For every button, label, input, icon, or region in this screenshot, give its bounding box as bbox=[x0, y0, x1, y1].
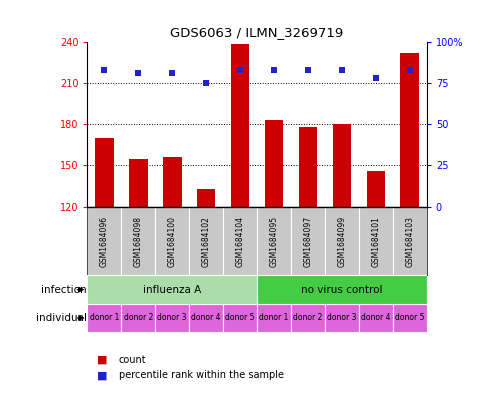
Text: GSM1684100: GSM1684100 bbox=[167, 216, 176, 266]
Bar bbox=[155, 207, 189, 275]
Bar bbox=[189, 304, 223, 332]
Bar bbox=[257, 207, 290, 275]
Bar bbox=[358, 304, 392, 332]
Bar bbox=[400, 53, 418, 207]
Bar bbox=[366, 171, 384, 207]
Bar bbox=[121, 207, 155, 275]
Bar bbox=[392, 304, 426, 332]
Bar bbox=[189, 207, 223, 275]
Text: GSM1684099: GSM1684099 bbox=[337, 215, 346, 267]
Bar bbox=[87, 304, 121, 332]
Point bbox=[134, 70, 142, 76]
Point bbox=[371, 75, 379, 81]
Text: donor 1: donor 1 bbox=[259, 314, 288, 322]
Point bbox=[100, 66, 108, 73]
Text: GSM1684097: GSM1684097 bbox=[303, 215, 312, 267]
Text: donor 4: donor 4 bbox=[191, 314, 220, 322]
Bar bbox=[257, 275, 426, 304]
Text: donor 3: donor 3 bbox=[157, 314, 186, 322]
Point bbox=[405, 66, 413, 73]
Text: no virus control: no virus control bbox=[301, 285, 382, 295]
Title: GDS6063 / ILMN_3269719: GDS6063 / ILMN_3269719 bbox=[170, 26, 343, 39]
Bar bbox=[197, 189, 215, 207]
Bar bbox=[87, 207, 121, 275]
Text: GSM1684096: GSM1684096 bbox=[100, 215, 108, 267]
Bar bbox=[223, 304, 257, 332]
Point bbox=[337, 66, 345, 73]
Bar bbox=[290, 304, 324, 332]
Bar bbox=[121, 304, 155, 332]
Text: percentile rank within the sample: percentile rank within the sample bbox=[119, 370, 283, 380]
Text: ■: ■ bbox=[97, 354, 107, 365]
Text: GSM1684104: GSM1684104 bbox=[235, 216, 244, 266]
Point bbox=[168, 70, 176, 76]
Text: donor 2: donor 2 bbox=[293, 314, 322, 322]
Text: influenza A: influenza A bbox=[143, 285, 201, 295]
Bar bbox=[129, 159, 147, 207]
Bar bbox=[95, 138, 113, 207]
Text: donor 5: donor 5 bbox=[394, 314, 424, 322]
Bar bbox=[298, 127, 317, 207]
Point bbox=[303, 66, 311, 73]
Text: GSM1684102: GSM1684102 bbox=[201, 216, 210, 266]
Text: GSM1684103: GSM1684103 bbox=[405, 216, 413, 266]
Text: donor 2: donor 2 bbox=[123, 314, 152, 322]
Point bbox=[236, 66, 243, 73]
Text: count: count bbox=[119, 354, 146, 365]
Text: ■: ■ bbox=[97, 370, 107, 380]
Text: donor 3: donor 3 bbox=[327, 314, 356, 322]
Text: donor 5: donor 5 bbox=[225, 314, 254, 322]
Text: GSM1684095: GSM1684095 bbox=[269, 215, 278, 267]
Bar bbox=[324, 207, 358, 275]
Bar bbox=[290, 207, 324, 275]
Text: donor 4: donor 4 bbox=[361, 314, 390, 322]
Point bbox=[270, 66, 277, 73]
Point bbox=[202, 80, 210, 86]
Text: donor 1: donor 1 bbox=[90, 314, 119, 322]
Text: GSM1684101: GSM1684101 bbox=[371, 216, 379, 266]
Bar bbox=[332, 124, 350, 207]
Bar bbox=[155, 304, 189, 332]
Bar bbox=[358, 207, 392, 275]
Text: GSM1684098: GSM1684098 bbox=[134, 216, 142, 266]
Bar bbox=[87, 275, 257, 304]
Bar bbox=[257, 304, 290, 332]
Bar bbox=[392, 207, 426, 275]
Text: infection: infection bbox=[41, 285, 87, 295]
Text: individual: individual bbox=[35, 313, 87, 323]
Bar bbox=[264, 120, 283, 207]
Bar bbox=[230, 44, 249, 207]
Bar bbox=[163, 157, 181, 207]
Bar bbox=[324, 304, 358, 332]
Bar bbox=[223, 207, 257, 275]
